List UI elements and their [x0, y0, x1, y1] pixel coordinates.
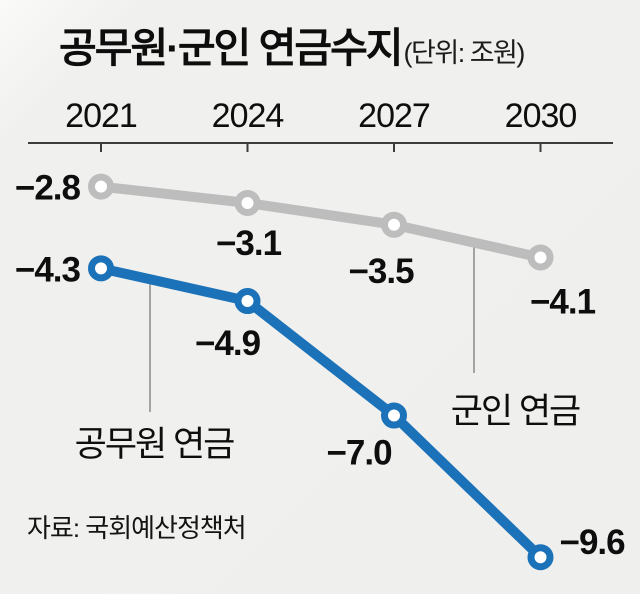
x-axis-year-label: 2021 [65, 97, 137, 135]
series-label-military-pension: 군인 연금 [451, 392, 580, 431]
data-point-marker-military-pension [527, 244, 554, 271]
data-point-label-military-pension: −4.1 [530, 282, 596, 321]
data-point-marker-civil-servant-pension [234, 288, 261, 315]
data-point-label-civil-servant-pension: −9.6 [560, 523, 626, 562]
data-point-label-civil-servant-pension: −4.3 [15, 250, 81, 289]
data-point-label-civil-servant-pension: −4.9 [195, 324, 261, 363]
unit-note: (단위: 조원) [403, 38, 526, 68]
data-point-label-civil-servant-pension: −7.0 [326, 434, 392, 473]
data-point-marker-military-pension [234, 189, 261, 216]
data-point-marker-civil-servant-pension [527, 544, 554, 571]
data-point-marker-military-pension [381, 211, 407, 238]
data-point-marker-military-pension [88, 173, 114, 200]
chart-title: 공무원·군인 연금수지 [59, 25, 404, 71]
source-note: 자료: 국회예산정책처 [27, 513, 247, 543]
data-point-label-military-pension: −2.8 [15, 169, 81, 208]
chart-header: 공무원·군인 연금수지 (단위: 조원) [59, 14, 526, 74]
series-line-military-pension [96, 181, 546, 263]
data-point-label-military-pension: −3.1 [216, 224, 282, 263]
x-axis-year-label: 2024 [212, 97, 284, 135]
series-line-civil-servant-pension [96, 263, 546, 563]
data-point-marker-civil-servant-pension [88, 255, 114, 282]
data-point-label-military-pension: −3.5 [348, 252, 414, 291]
data-point-marker-civil-servant-pension [381, 402, 407, 429]
x-axis-year-label: 2027 [358, 97, 430, 135]
x-axis-year-label: 2030 [505, 97, 577, 135]
series-label-civil-servant-pension: 공무원 연금 [75, 425, 235, 464]
